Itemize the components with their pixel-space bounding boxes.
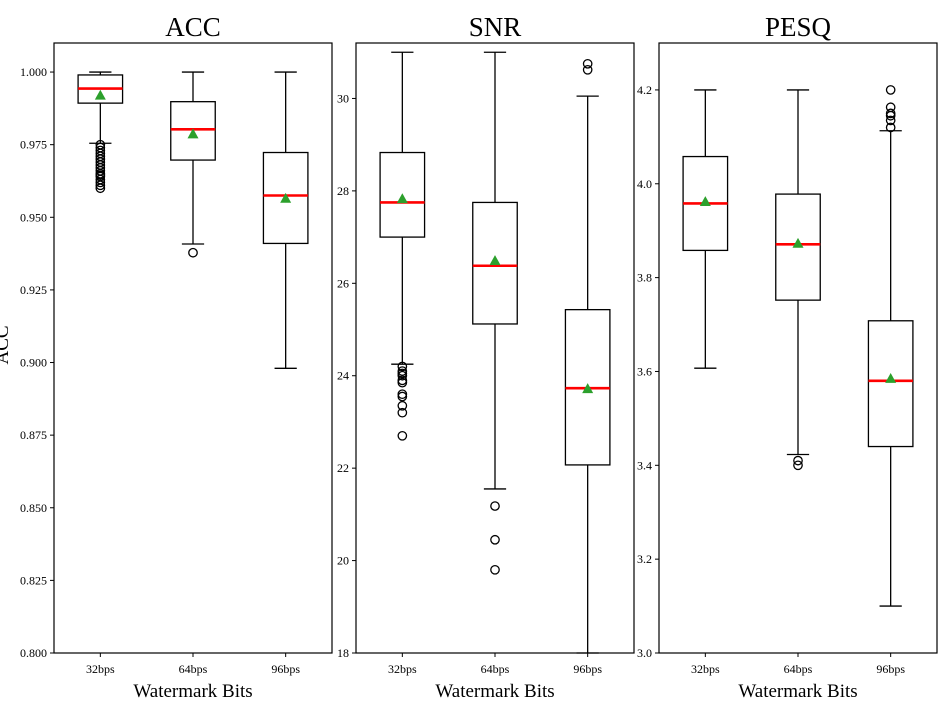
box-iqr: [262, 151, 309, 245]
outlier-point: [885, 122, 896, 133]
y-tick-label-acc: 0.800: [20, 646, 47, 660]
outlier-point: [95, 145, 106, 156]
x-tick-label-acc: 96bps: [271, 662, 300, 676]
outlier-point: [397, 400, 408, 411]
y-tick-label-snr: 20: [337, 554, 349, 568]
y-tick-label-acc: 0.900: [20, 356, 47, 370]
panel-title-snr: SNR: [469, 12, 522, 42]
outlier-point: [490, 534, 500, 545]
y-tick-label-pesq: 3.2: [637, 552, 652, 566]
outlier-point: [885, 102, 896, 113]
x-axis-label-acc: Watermark Bits: [133, 681, 252, 702]
box-group-pesq-32bps: [682, 89, 729, 369]
x-tick-label-snr: 96bps: [573, 662, 602, 676]
box-group-acc-96bps: [262, 71, 309, 369]
y-tick-label-acc: 0.875: [20, 428, 47, 442]
mean-marker: [489, 255, 501, 266]
box-group-snr-96bps: [564, 58, 611, 654]
y-tick-label-snr: 30: [337, 91, 349, 105]
outlier-point: [885, 108, 896, 119]
box-iqr: [775, 193, 821, 301]
mean-marker: [280, 192, 292, 203]
mean-marker: [187, 128, 199, 139]
axes-frame-acc: [53, 42, 333, 654]
plot-area-pesq: 3.0 3.2 3.4 3.6 3.8 4.0 4.2 32bps 64bps 96bps: [637, 42, 938, 676]
y-tick-label-pesq: 3.0: [637, 646, 652, 660]
mean-marker: [885, 373, 897, 383]
mean-marker: [699, 196, 711, 206]
x-tick-label-acc: 32bps: [86, 662, 115, 676]
mean-marker: [396, 193, 408, 204]
box-iqr: [379, 151, 426, 238]
x-tick-label-snr: 64bps: [481, 662, 510, 676]
box-iqr: [867, 320, 914, 448]
plot-area-acc: 0.800 0.825 0.850 0.875 0.900 0.925 0.950 0.975…: [20, 42, 333, 676]
panel-pesq: PESQ Watermark Bits 3.0 3.2 3.4 3.6 3.8 4.0 4.…: [637, 12, 938, 702]
plot-area-snr: 18 20 22 24 26 28 30 32bps 64bps 96bps: [337, 42, 635, 676]
x-tick-label-snr: 32bps: [388, 662, 417, 676]
y-tick-label-pesq: 4.2: [637, 83, 652, 97]
x-tick-label-pesq: 32bps: [691, 662, 720, 676]
panel-title-pesq: PESQ: [765, 12, 832, 42]
y-tick-label-snr: 22: [337, 461, 349, 475]
y-tick-label-acc: 0.925: [20, 283, 47, 297]
y-tick-label-acc: 0.825: [20, 573, 47, 587]
box-group-snr-64bps: [472, 51, 518, 575]
box-iqr: [472, 201, 518, 325]
y-tick-label-acc: 1.000: [20, 65, 47, 79]
mean-marker: [582, 383, 594, 394]
outlier-point: [582, 58, 593, 69]
x-axis-label-snr: Watermark Bits: [435, 681, 554, 702]
mean-marker: [94, 89, 106, 100]
outlier-point: [397, 377, 408, 388]
panel-title-acc: ACC: [165, 12, 221, 42]
outlier-point: [95, 139, 106, 150]
box-group-snr-32bps: [379, 51, 426, 441]
y-tick-label-pesq: 3.4: [637, 458, 652, 472]
y-tick-label-snr: 26: [337, 276, 349, 290]
outlier-point: [397, 430, 408, 441]
y-axis-label-acc: ACC: [0, 325, 13, 364]
panel-acc: ACC ACC Watermark Bits 0.8000.8250.8500.…: [0, 12, 333, 702]
outlier-point: [885, 85, 896, 95]
y-tick-label-pesq: 3.6: [637, 364, 652, 378]
y-tick-label-snr: 28: [337, 184, 349, 198]
axes-frame-pesq: [658, 42, 938, 654]
outlier-point: [397, 370, 408, 381]
x-tick-label-pesq: 96bps: [876, 662, 905, 676]
outlier-point: [490, 501, 500, 511]
box-group-acc-64bps: [170, 71, 216, 258]
axes-frame-snr: [355, 42, 635, 654]
box-group-pesq-96bps: [867, 85, 914, 607]
y-tick-label-pesq: 4.0: [637, 177, 652, 191]
outlier-point: [793, 460, 803, 471]
x-tick-label-pesq: 64bps: [784, 662, 813, 676]
outlier-point: [885, 115, 896, 126]
y-tick-label-pesq: 3.8: [637, 271, 652, 285]
x-axis-label-pesq: Watermark Bits: [738, 681, 857, 702]
box-group-pesq-64bps: [775, 89, 821, 471]
outlier-point: [793, 455, 803, 466]
mean-marker: [792, 237, 804, 248]
y-tick-label-snr: 24: [337, 369, 349, 383]
y-tick-label-acc: 0.850: [20, 501, 47, 515]
outlier-point: [582, 64, 593, 75]
y-tick-label-snr: 18: [337, 646, 349, 660]
outlier-point: [397, 361, 408, 372]
box-group-acc-32bps: [77, 71, 124, 194]
outlier-point: [188, 247, 198, 258]
y-tick-label-acc: 0.950: [20, 210, 47, 224]
outlier-point: [397, 391, 408, 402]
outlier-point: [95, 142, 106, 153]
outlier-point: [490, 564, 500, 575]
y-tick-label-acc: 0.975: [20, 138, 47, 152]
box-iqr: [170, 101, 216, 161]
x-tick-label-acc: 64bps: [179, 662, 208, 676]
outlier-point: [397, 407, 408, 418]
panel-snr: SNR Watermark Bits 18 20 22 24 26 28 30 32bps 64…: [337, 12, 635, 702]
